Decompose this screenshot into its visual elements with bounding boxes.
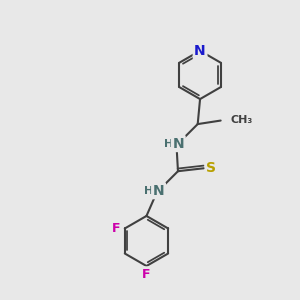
Text: S: S [206, 161, 216, 175]
Text: N: N [153, 184, 164, 198]
Text: F: F [112, 222, 121, 235]
Text: H: H [144, 186, 153, 196]
Text: N: N [172, 136, 184, 151]
Text: H: H [164, 139, 173, 148]
Text: N: N [194, 44, 206, 58]
Text: CH₃: CH₃ [230, 115, 252, 125]
Text: F: F [142, 268, 151, 281]
